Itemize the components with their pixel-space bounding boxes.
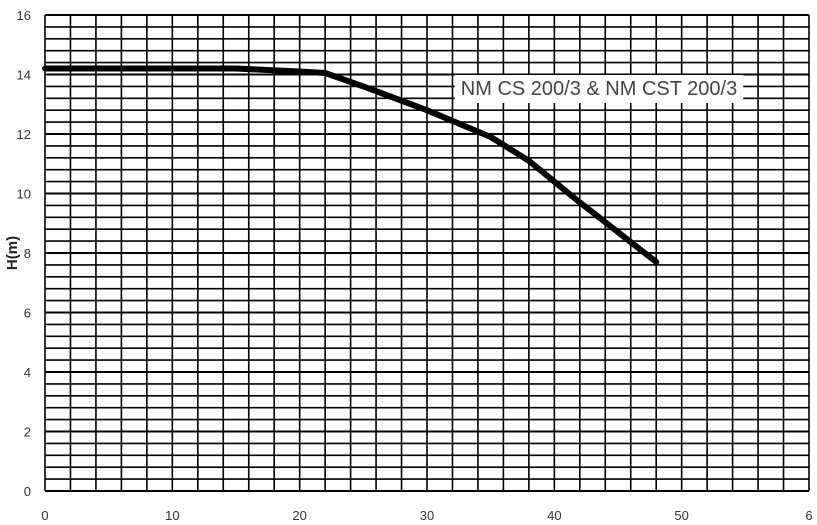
y-tick-label: 8: [24, 246, 31, 261]
x-tick-labels: 0 10 20 30 40 50 6: [41, 508, 812, 523]
y-tick-label: 10: [17, 187, 31, 202]
y-tick-labels: 0 2 4 6 8 10 12 14 16: [17, 8, 31, 499]
x-tick-label: 40: [547, 508, 561, 523]
x-tick-label: 10: [165, 508, 179, 523]
grid-major: [45, 14, 809, 492]
x-tick-label: 0: [41, 508, 48, 523]
x-tick-label: 30: [420, 508, 434, 523]
series-line: [42, 65, 660, 265]
series-layer: [42, 65, 660, 265]
y-tick-label: 6: [24, 306, 31, 321]
legend-label: NM CS 200/3 & NM CST 200/3: [461, 78, 737, 100]
x-tick-label: 20: [292, 508, 306, 523]
x-tick-label: 50: [674, 508, 688, 523]
y-tick-label: 16: [17, 8, 31, 23]
x-tick-label: 6: [805, 508, 812, 523]
y-tick-label: 4: [24, 365, 31, 380]
legend-box: [454, 75, 744, 103]
y-tick-label: 12: [17, 127, 31, 142]
grid-minor: [44, 15, 810, 491]
y-axis-label: H(m): [4, 236, 21, 270]
y-tick-label: 2: [24, 425, 31, 440]
y-tick-label: 0: [24, 484, 31, 499]
y-tick-label: 14: [17, 68, 31, 83]
legend: NM CS 200/3 & NM CST 200/3: [454, 75, 744, 103]
